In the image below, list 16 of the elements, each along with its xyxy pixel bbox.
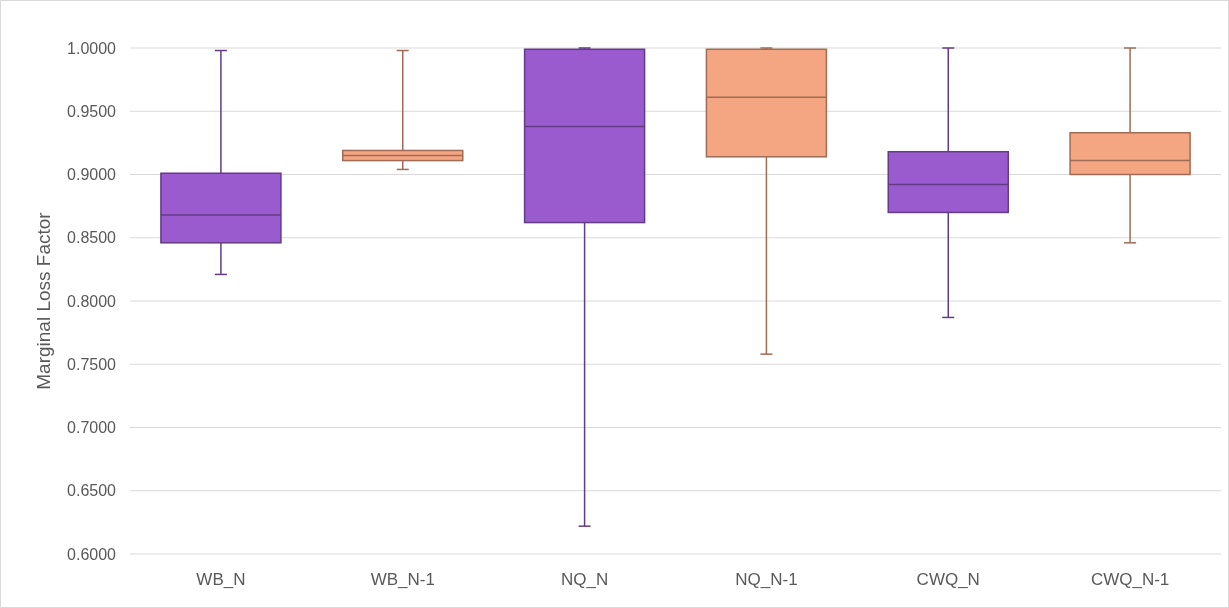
- y-tick-label: 0.6000: [67, 545, 117, 563]
- y-axis-title: Marginal Loss Factor: [33, 211, 54, 390]
- x-tick-label: NQ_N: [560, 570, 609, 589]
- x-tick-label: CWQ_N-1: [1090, 570, 1170, 589]
- x-tick-label: NQ_N-1: [735, 570, 798, 589]
- y-tick-label: 1.0000: [67, 39, 117, 57]
- y-tick-label: 0.7500: [67, 355, 117, 373]
- y-tick-label: 0.9500: [67, 102, 117, 120]
- x-tick-label: WB_N-1: [370, 570, 435, 589]
- y-tick-label: 0.9000: [67, 166, 117, 184]
- y-tick-label: 0.8500: [67, 229, 117, 247]
- y-tick-label: 0.8000: [67, 292, 117, 310]
- y-tick-label: 0.7000: [67, 419, 117, 437]
- y-tick-label: 0.6500: [67, 482, 117, 500]
- x-tick-label: WB_N: [196, 570, 246, 589]
- x-tick-label: CWQ_N: [916, 570, 980, 589]
